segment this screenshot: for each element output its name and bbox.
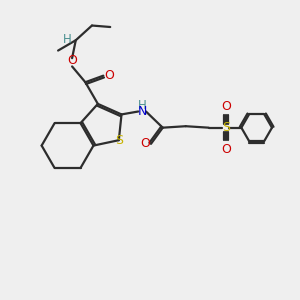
Text: O: O [221, 100, 231, 113]
Text: O: O [140, 137, 150, 150]
Text: H: H [63, 33, 72, 46]
Text: O: O [104, 69, 114, 82]
Text: O: O [221, 143, 231, 156]
Text: O: O [67, 54, 77, 67]
Text: N: N [137, 105, 147, 118]
Text: S: S [115, 134, 123, 147]
Text: S: S [222, 121, 230, 134]
Text: H: H [138, 99, 146, 112]
